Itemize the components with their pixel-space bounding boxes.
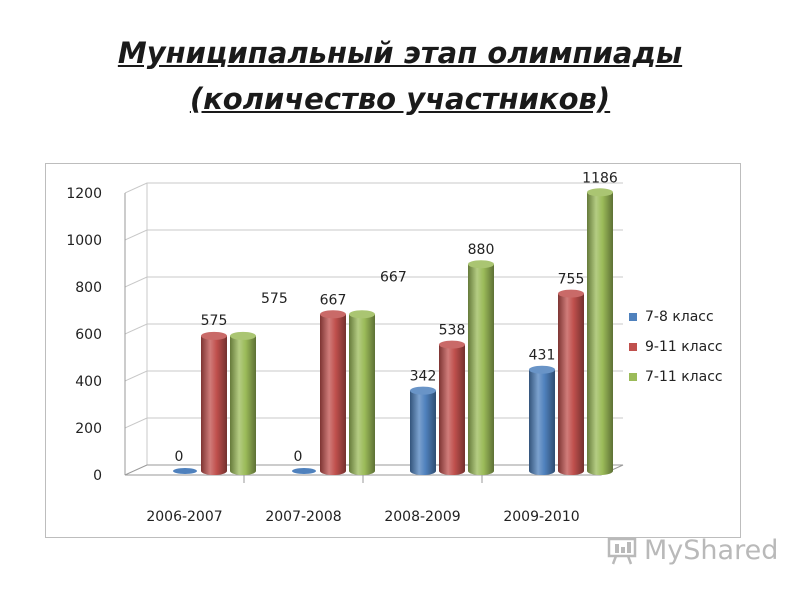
bar-body xyxy=(587,192,613,475)
x-tick-label: 2008-2009 xyxy=(384,509,460,525)
bar-body xyxy=(439,344,465,475)
data-label: 755 xyxy=(558,272,585,288)
bar xyxy=(320,310,346,475)
watermark-text: MyShared xyxy=(644,534,779,566)
data-label: 667 xyxy=(380,269,407,285)
y-tick-label: 200 xyxy=(75,421,102,437)
bar-zero xyxy=(292,468,316,474)
legend-swatch xyxy=(629,343,637,351)
bar-top xyxy=(529,365,555,374)
data-label: 667 xyxy=(320,292,347,308)
bar-top xyxy=(410,386,436,395)
bar-top xyxy=(320,310,346,319)
gridline xyxy=(124,182,623,194)
gridline xyxy=(124,229,623,241)
data-label: 538 xyxy=(439,323,466,339)
bar xyxy=(410,386,436,475)
y-tick-label: 1200 xyxy=(66,186,102,202)
bar xyxy=(292,468,316,474)
y-tick-label: 800 xyxy=(75,280,102,296)
slide-title: Муниципальный этап олимпиады (количество… xyxy=(0,30,800,122)
bar-top xyxy=(468,260,494,269)
y-tick-label: 600 xyxy=(75,327,102,343)
x-tick-label: 2009-2010 xyxy=(503,509,579,525)
watermark: MyShared xyxy=(606,534,778,566)
data-label: 575 xyxy=(201,313,228,329)
bar-body xyxy=(201,335,227,475)
bar-top xyxy=(230,331,256,340)
bar xyxy=(349,310,375,475)
x-tick-label: 2007-2008 xyxy=(265,509,341,525)
legend-swatch xyxy=(629,373,637,381)
bar-body xyxy=(410,390,436,475)
data-label: 431 xyxy=(529,348,556,364)
data-label: 1186 xyxy=(582,170,618,186)
bar xyxy=(558,289,584,475)
bar xyxy=(230,331,256,475)
bar-top xyxy=(439,340,465,349)
projector-screen-icon xyxy=(607,537,637,565)
bar-body xyxy=(558,293,584,475)
legend-label: 7-11 класс xyxy=(645,369,723,385)
title-line-2: (количество участников) xyxy=(189,82,611,116)
bar xyxy=(529,365,555,475)
gridline xyxy=(124,276,623,288)
bar xyxy=(201,331,227,475)
y-tick-label: 1000 xyxy=(66,233,102,249)
legend-label: 7-8 класс xyxy=(645,309,714,325)
bar-body xyxy=(468,264,494,475)
data-label: 880 xyxy=(468,242,495,258)
bar-body xyxy=(349,314,375,475)
bar-top xyxy=(201,331,227,340)
bar-body xyxy=(529,369,555,475)
bar-body xyxy=(230,335,256,475)
legend-label: 9-11 класс xyxy=(645,339,723,355)
bar xyxy=(468,260,494,475)
bar-zero xyxy=(173,468,197,474)
bar-top xyxy=(558,289,584,298)
legend-swatch xyxy=(629,313,637,321)
bar-chart: 0 200 400 600 800 1000 1200 2006-2007 2007-2008 2… xyxy=(66,170,723,525)
x-tick-label: 2006-2007 xyxy=(146,509,222,525)
y-tick-label: 400 xyxy=(75,374,102,390)
y-tick-label: 0 xyxy=(93,468,102,484)
bar xyxy=(587,188,613,475)
data-label: 0 xyxy=(175,449,184,465)
bar xyxy=(173,468,197,474)
bar-top xyxy=(587,188,613,197)
data-label: 575 xyxy=(261,291,288,307)
title-line-1: Муниципальный этап олимпиады xyxy=(117,36,683,70)
bar-body xyxy=(320,314,346,475)
data-label: 0 xyxy=(294,449,303,465)
data-label: 342 xyxy=(410,369,437,385)
bar-top xyxy=(349,310,375,319)
bar xyxy=(439,340,465,475)
